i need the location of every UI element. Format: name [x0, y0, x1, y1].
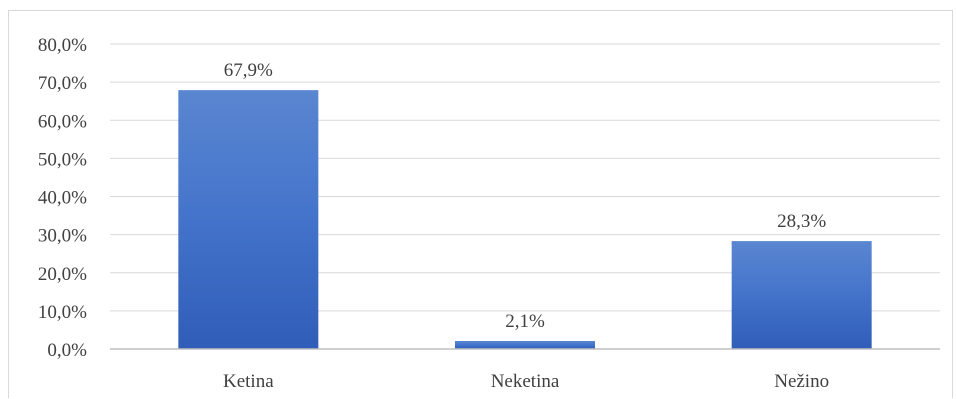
y-tick-label: 70,0% — [38, 73, 87, 94]
data-label: 2,1% — [505, 311, 545, 332]
bars — [178, 90, 872, 349]
x-axis-category-labels: Ketina Neketina Nežino — [223, 371, 829, 392]
bar — [455, 340, 595, 349]
x-category-label: Ketina — [223, 371, 274, 392]
y-tick-label: 20,0% — [38, 264, 87, 285]
data-label: 28,3% — [777, 211, 826, 232]
data-label: 67,9% — [224, 60, 273, 81]
x-category-label: Neketina — [491, 371, 560, 392]
y-tick-label: 0,0% — [47, 340, 87, 361]
x-category-label: Nežino — [774, 371, 829, 392]
y-tick-label: 10,0% — [38, 302, 87, 323]
y-tick-label: 60,0% — [38, 111, 87, 132]
y-axis-tick-labels: 0,0% 10,0% 20,0% 30,0% 40,0% 50,0% 60,0% 70,0% 8… — [38, 35, 87, 361]
y-tick-label: 30,0% — [38, 226, 87, 247]
y-tick-label: 40,0% — [38, 188, 87, 209]
data-labels: 67,9% 2,1% 28,3% — [224, 60, 827, 332]
bar — [731, 241, 872, 349]
y-tick-label: 50,0% — [38, 149, 87, 170]
bar — [178, 90, 319, 349]
y-tick-label: 80,0% — [38, 35, 87, 56]
